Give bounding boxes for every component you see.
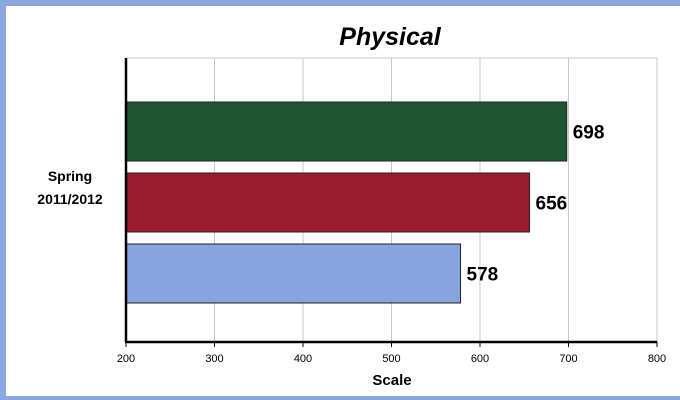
- axes: 200 300 400 500 600 700 800: [117, 58, 666, 365]
- bar-578: [125, 243, 462, 304]
- data-label-698: 698: [573, 123, 605, 144]
- chart-title: Physical: [339, 23, 442, 51]
- x-axis-title: Scale: [372, 372, 411, 389]
- x-tick-label-300: 300: [205, 353, 223, 365]
- x-tick-label-400: 400: [294, 353, 312, 365]
- x-tick-label-500: 500: [382, 353, 400, 365]
- x-tick-label-600: 600: [471, 353, 489, 365]
- bar-698: [125, 101, 568, 162]
- data-label-578: 578: [467, 265, 499, 286]
- x-tick-label-800: 800: [648, 353, 666, 365]
- data-label-656: 656: [536, 194, 568, 215]
- bars: 698 656 578: [125, 101, 605, 304]
- x-tick-label-700: 700: [559, 353, 577, 365]
- bar-656: [125, 172, 531, 233]
- category-label-line-2: 2011/2012: [37, 191, 103, 207]
- category-label-line-1: Spring: [48, 168, 92, 184]
- x-tick-label-200: 200: [117, 353, 135, 365]
